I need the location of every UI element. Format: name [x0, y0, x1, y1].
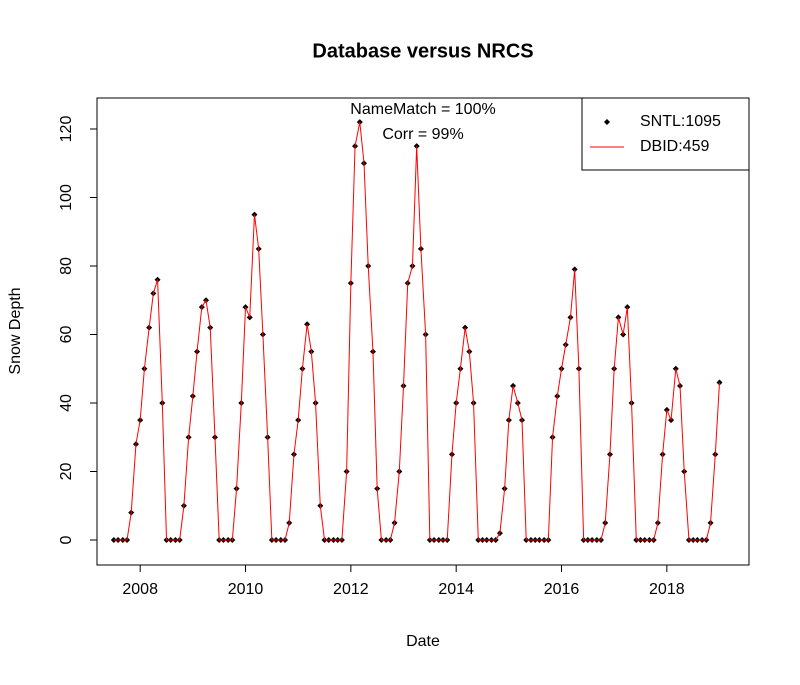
legend-label: SNTL:1095: [640, 113, 721, 130]
y-tick-label: 80: [58, 257, 75, 275]
annotation: Corr = 99%: [382, 126, 463, 143]
x-tick-label: 2010: [228, 581, 264, 598]
x-axis-label: Date: [406, 633, 440, 650]
x-tick-label: 2008: [122, 581, 158, 598]
y-tick-label: 100: [58, 184, 75, 211]
y-axis-label: Snow Depth: [7, 287, 24, 374]
y-tick-label: 40: [58, 394, 75, 412]
x-tick-label: 2016: [544, 581, 580, 598]
chart-title: Database versus NRCS: [312, 40, 533, 62]
x-tick-label: 2014: [438, 581, 474, 598]
annotation: NameMatch = 100%: [350, 101, 495, 118]
x-tick-label: 2018: [649, 581, 685, 598]
y-tick-label: 20: [58, 462, 75, 480]
data-line: [113, 122, 721, 541]
y-tick-label: 120: [58, 116, 75, 143]
legend-swatch: [604, 119, 610, 125]
x-tick-label: 2012: [333, 581, 369, 598]
legend-label: DBID:459: [640, 138, 709, 155]
y-tick-label: 0: [58, 535, 75, 544]
y-tick-label: 60: [58, 325, 75, 343]
legend-box: [581, 97, 750, 171]
